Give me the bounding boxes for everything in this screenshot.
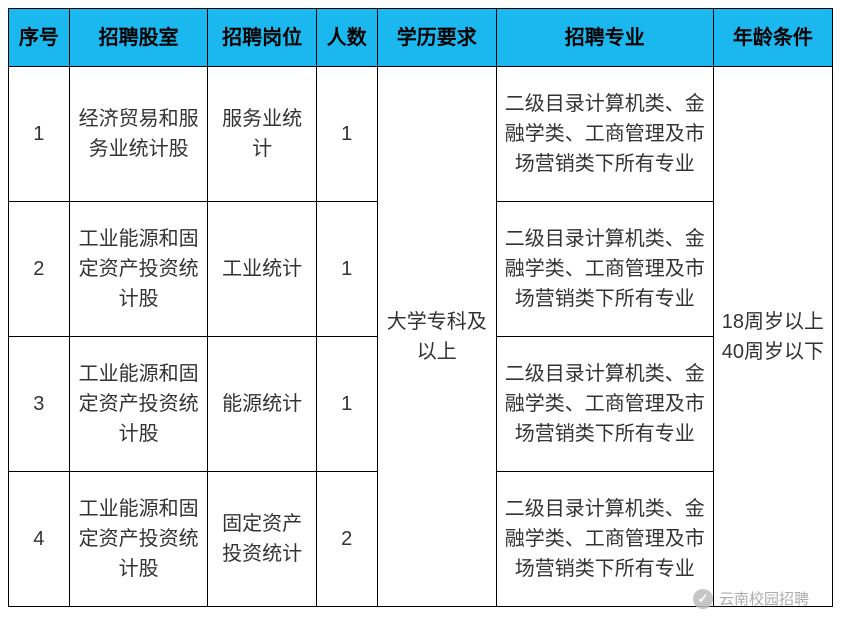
cell-age-merged: 18周岁以上40周岁以下 [713,67,832,607]
cell-pos: 固定资产投资统计 [208,472,316,607]
col-header-age: 年龄条件 [713,9,832,67]
cell-seq: 4 [9,472,70,607]
cell-major: 二级目录计算机类、金融学类、工商管理及市场营销类下所有专业 [496,472,713,607]
cell-edu-merged: 大学专科及以上 [377,67,496,607]
cell-dept: 工业能源和固定资产投资统计股 [69,202,208,337]
recruitment-table: 序号 招聘股室 招聘岗位 人数 学历要求 招聘专业 年龄条件 1 经济贸易和服务… [8,8,833,607]
col-header-count: 人数 [316,9,377,67]
col-header-seq: 序号 [9,9,70,67]
col-header-edu: 学历要求 [377,9,496,67]
col-header-dept: 招聘股室 [69,9,208,67]
cell-dept: 工业能源和固定资产投资统计股 [69,337,208,472]
col-header-major: 招聘专业 [496,9,713,67]
cell-seq: 2 [9,202,70,337]
cell-count: 1 [316,202,377,337]
cell-seq: 3 [9,337,70,472]
cell-dept: 工业能源和固定资产投资统计股 [69,472,208,607]
cell-count: 2 [316,472,377,607]
table-row: 1 经济贸易和服务业统计股 服务业统计 1 大学专科及以上 二级目录计算机类、金… [9,67,833,202]
table-header-row: 序号 招聘股室 招聘岗位 人数 学历要求 招聘专业 年龄条件 [9,9,833,67]
watermark-icon: ✓ [693,589,713,609]
watermark-text: 云南校园招聘 [719,588,809,609]
col-header-pos: 招聘岗位 [208,9,316,67]
cell-dept: 经济贸易和服务业统计股 [69,67,208,202]
cell-major: 二级目录计算机类、金融学类、工商管理及市场营销类下所有专业 [496,337,713,472]
cell-pos: 能源统计 [208,337,316,472]
recruitment-table-container: 序号 招聘股室 招聘岗位 人数 学历要求 招聘专业 年龄条件 1 经济贸易和服务… [0,0,841,615]
cell-count: 1 [316,337,377,472]
cell-major: 二级目录计算机类、金融学类、工商管理及市场营销类下所有专业 [496,202,713,337]
cell-pos: 服务业统计 [208,67,316,202]
watermark: ✓ 云南校园招聘 [693,588,809,609]
cell-pos: 工业统计 [208,202,316,337]
cell-count: 1 [316,67,377,202]
cell-major: 二级目录计算机类、金融学类、工商管理及市场营销类下所有专业 [496,67,713,202]
cell-seq: 1 [9,67,70,202]
